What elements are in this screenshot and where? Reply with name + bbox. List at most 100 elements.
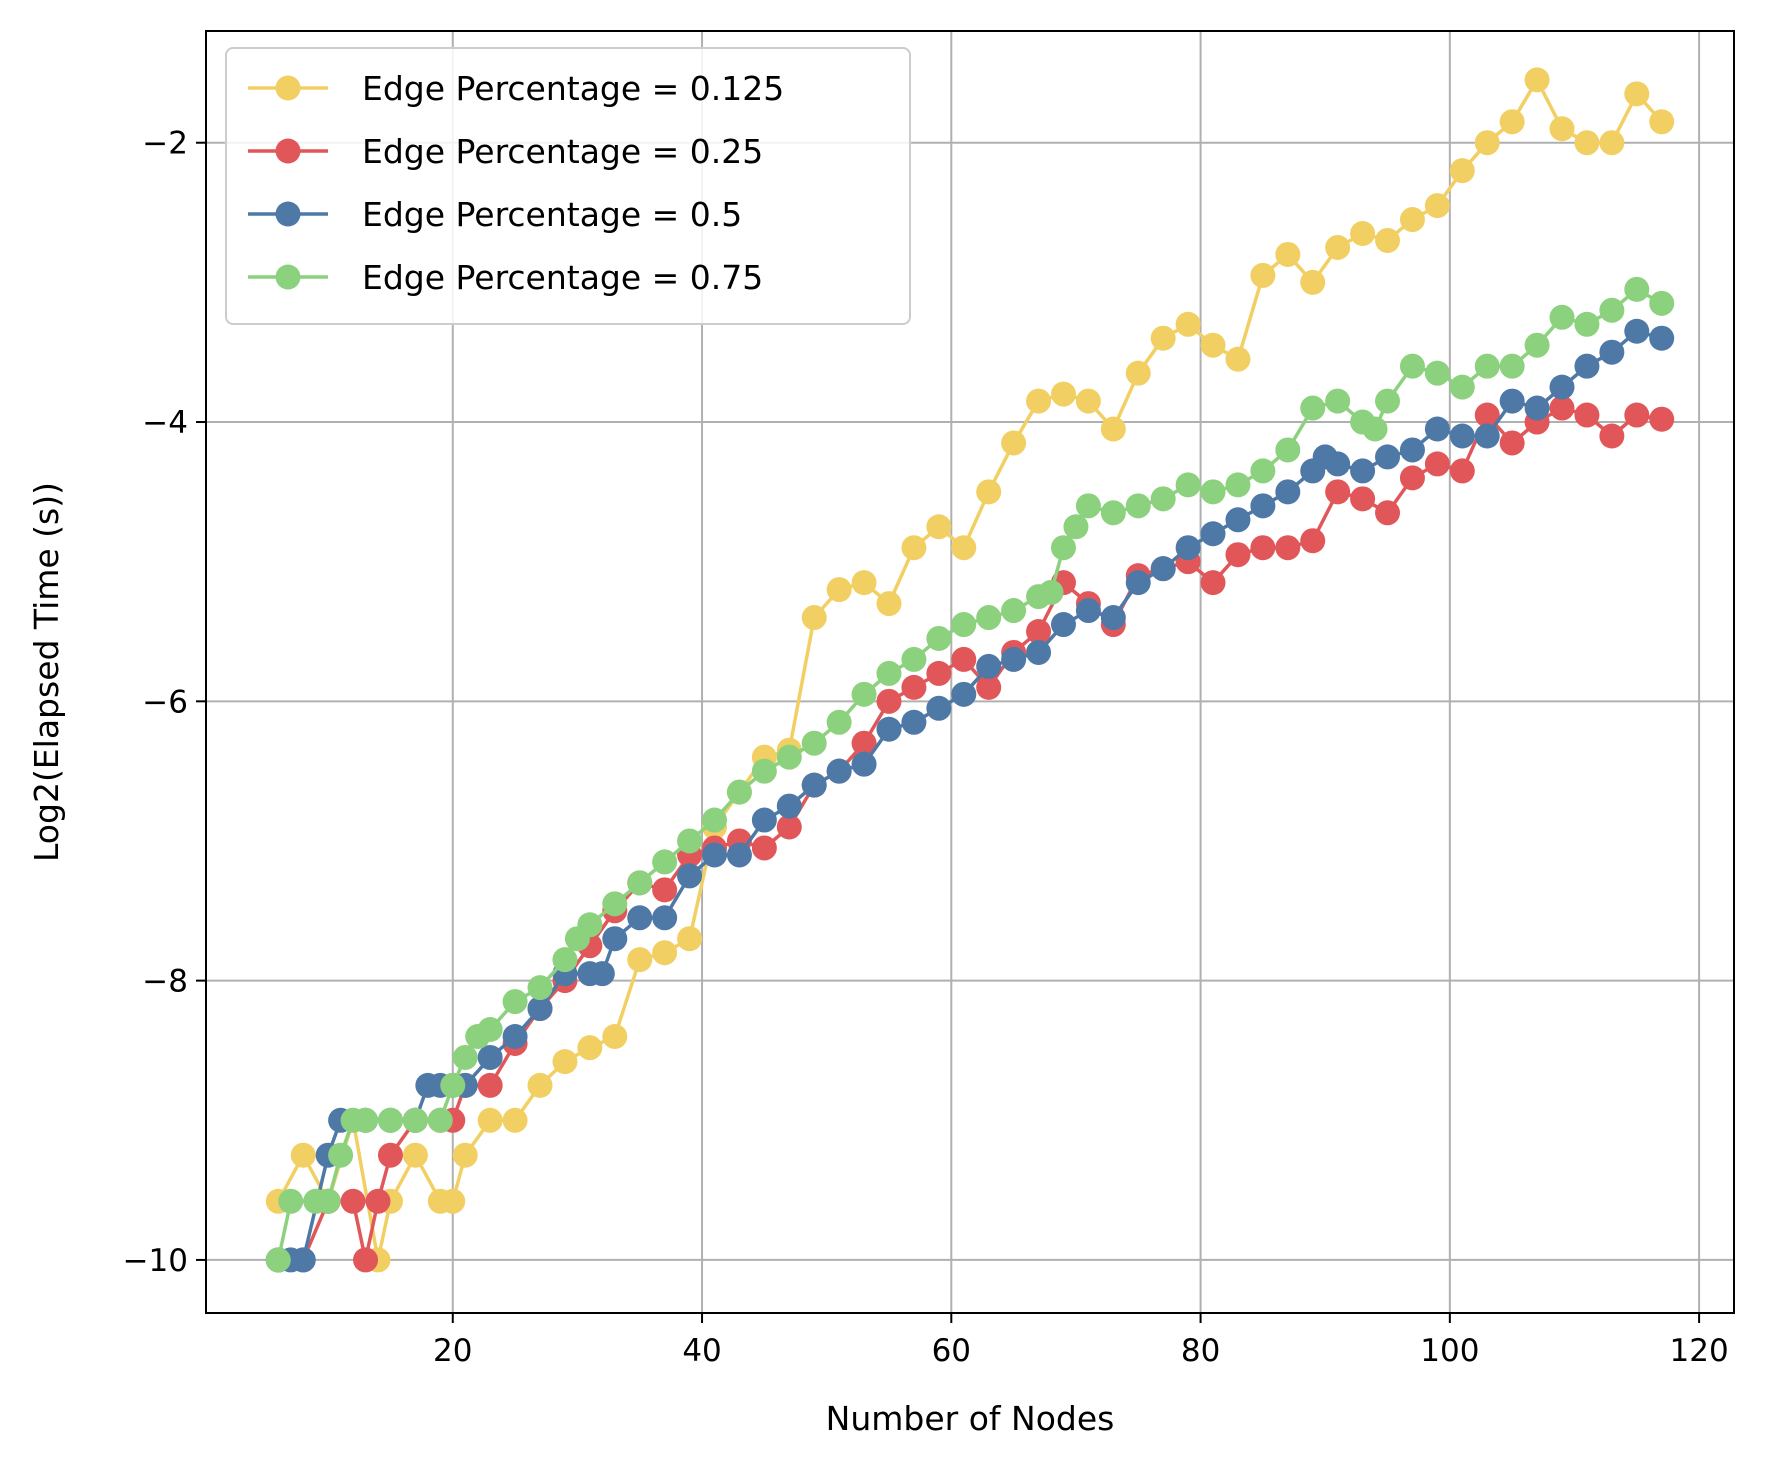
data-point [1375, 500, 1401, 526]
legend-item: Edge Percentage = 0.75 [248, 258, 763, 297]
data-point [1599, 130, 1625, 156]
data-point [377, 1142, 403, 1168]
data-point [1524, 395, 1550, 421]
data-point [1300, 528, 1326, 554]
series-1 [265, 67, 1675, 1273]
data-point [1200, 570, 1226, 596]
data-point [527, 975, 553, 1001]
data-point [527, 1072, 553, 1098]
data-point [1424, 416, 1450, 442]
data-point [589, 961, 615, 987]
data-point [1100, 416, 1126, 442]
data-point [477, 1072, 503, 1098]
data-point [876, 660, 902, 686]
data-point [926, 514, 952, 540]
data-point [577, 1035, 603, 1061]
data-point [652, 877, 678, 903]
data-point [677, 828, 703, 854]
data-point [1362, 416, 1388, 442]
data-point [826, 709, 852, 735]
data-point [365, 1188, 391, 1214]
data-point [677, 863, 703, 889]
data-point [876, 688, 902, 714]
data-point [1549, 304, 1575, 330]
series-4 [265, 276, 1675, 1273]
data-point [1100, 500, 1126, 526]
data-point [402, 1107, 428, 1133]
legend-label: Edge Percentage = 0.25 [362, 132, 763, 171]
data-point [1225, 346, 1251, 372]
legend-marker [275, 264, 301, 290]
data-point [751, 807, 777, 833]
data-point [1375, 444, 1401, 470]
data-point [1375, 388, 1401, 414]
data-point [1574, 353, 1600, 379]
data-point [1474, 130, 1500, 156]
data-point [1649, 109, 1675, 135]
data-point [1250, 535, 1276, 561]
data-point [1100, 605, 1126, 631]
data-point [353, 1107, 379, 1133]
data-point [951, 646, 977, 672]
data-point [851, 681, 877, 707]
data-point [427, 1107, 453, 1133]
data-point [477, 1017, 503, 1043]
data-point [1125, 360, 1151, 386]
data-point [1375, 227, 1401, 253]
data-point [751, 758, 777, 784]
data-point [1574, 402, 1600, 428]
data-point [290, 1142, 316, 1168]
data-point [951, 612, 977, 638]
data-point [1474, 402, 1500, 428]
x-tick-label: 40 [682, 1333, 721, 1369]
data-point [1449, 458, 1475, 484]
data-point [1399, 207, 1425, 233]
y-tick-label: −10 [123, 1243, 188, 1279]
data-point [1050, 612, 1076, 638]
data-point [1449, 423, 1475, 449]
data-point [340, 1188, 366, 1214]
data-point [1275, 241, 1301, 267]
data-point [702, 842, 728, 868]
legend-label: Edge Percentage = 0.125 [362, 69, 784, 108]
data-point [826, 758, 852, 784]
data-point [726, 842, 752, 868]
data-point [1175, 311, 1201, 337]
data-point [1350, 486, 1376, 512]
data-point [926, 660, 952, 686]
data-point [1399, 437, 1425, 463]
y-tick-label: −6 [142, 684, 188, 720]
data-point [1075, 493, 1101, 519]
data-point [1250, 458, 1276, 484]
data-point [627, 947, 653, 973]
data-point [1275, 479, 1301, 505]
x-tick-label: 100 [1420, 1333, 1479, 1369]
data-point [552, 1049, 578, 1075]
data-point [1150, 556, 1176, 582]
x-axis: 20 40 60 80 100 120 [433, 1313, 1729, 1369]
series-line [276, 78, 1664, 1262]
data-point [1125, 493, 1151, 519]
data-point [452, 1142, 478, 1168]
data-point [976, 479, 1002, 505]
data-point [1001, 598, 1027, 624]
data-point [328, 1142, 354, 1168]
data-point [1499, 353, 1525, 379]
data-point [652, 849, 678, 875]
data-point [851, 730, 877, 756]
data-point [527, 996, 553, 1022]
data-point [1499, 430, 1525, 456]
legend-marker [275, 75, 301, 101]
legend-label: Edge Percentage = 0.75 [362, 258, 763, 297]
data-point [1325, 388, 1351, 414]
data-point [801, 605, 827, 631]
data-point [1624, 81, 1650, 107]
data-point [315, 1188, 341, 1214]
data-point [602, 891, 628, 917]
data-point [477, 1044, 503, 1070]
data-point [1150, 325, 1176, 351]
data-point [652, 940, 678, 966]
data-point [901, 709, 927, 735]
data-point [1050, 381, 1076, 407]
